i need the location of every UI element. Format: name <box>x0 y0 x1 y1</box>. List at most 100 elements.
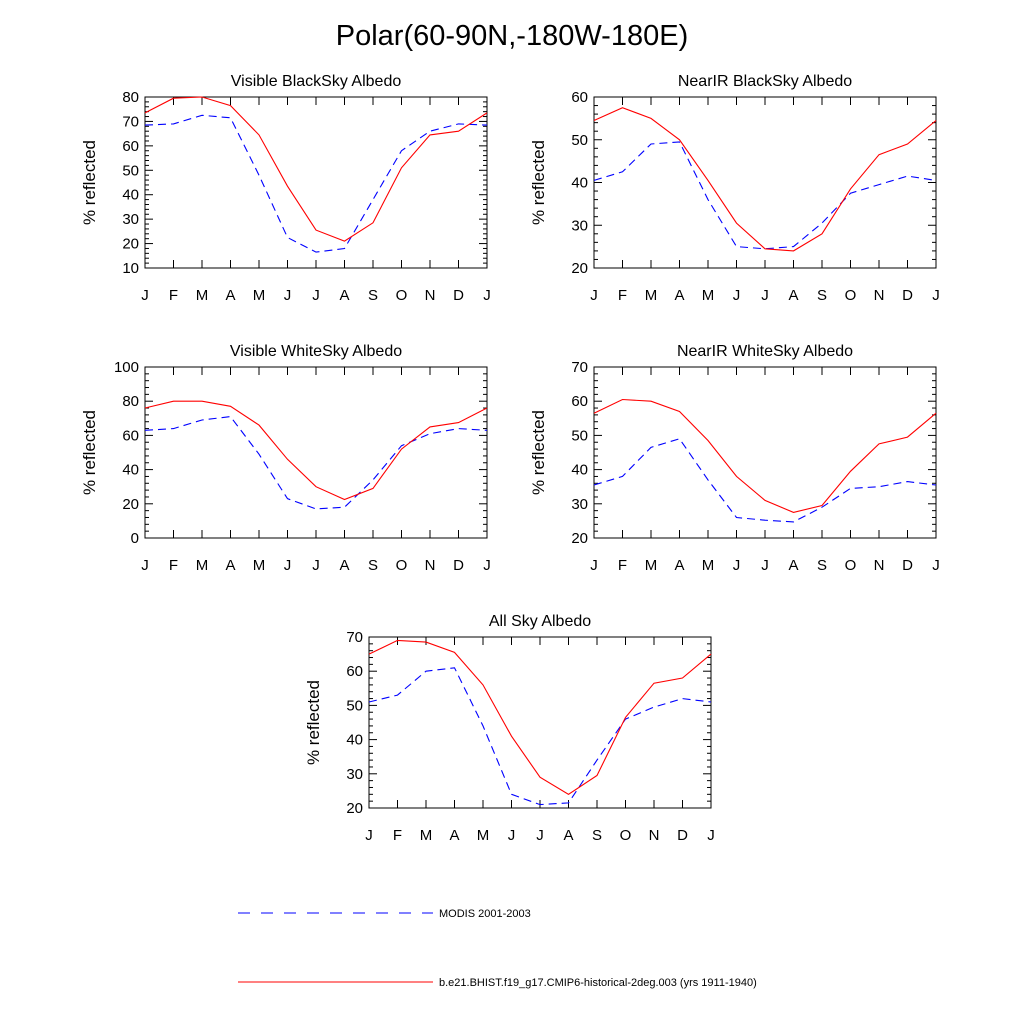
y-tick-label: 60 <box>571 89 588 106</box>
figure-title: Polar(60-90N,-180W-180E) <box>335 20 689 52</box>
x-tick-label: S <box>592 827 602 844</box>
x-tick-label: M <box>702 287 715 304</box>
x-tick-label: A <box>339 287 349 304</box>
legend-label-model: b.e21.BHIST.f19_g17.CMIP6-historical-2de… <box>439 977 757 989</box>
x-tick-label: J <box>761 557 769 574</box>
x-tick-label: J <box>312 557 320 574</box>
y-tick-label: 0 <box>131 530 139 547</box>
series-line-modis <box>593 438 937 523</box>
y-tick-label: 70 <box>346 629 363 646</box>
x-tick-label: J <box>141 557 149 574</box>
x-tick-label: O <box>396 287 408 304</box>
y-axis-label: % reflected <box>80 410 99 495</box>
x-tick-label: F <box>393 827 402 844</box>
x-tick-label: J <box>365 827 373 844</box>
panel-title: NearIR WhiteSky Albedo <box>677 343 853 360</box>
x-tick-label: M <box>645 557 658 574</box>
x-tick-label: J <box>483 557 491 574</box>
y-axis-label: % reflected <box>304 680 323 765</box>
series-line-model <box>144 400 488 501</box>
x-tick-label: J <box>141 287 149 304</box>
series-line-modis <box>368 667 712 806</box>
y-tick-label: 50 <box>571 427 588 444</box>
legend: MODIS 2001-2003 b.e21.BHIST.f19_g17.CMIP… <box>238 908 757 989</box>
series-line-model <box>368 639 712 795</box>
x-tick-label: J <box>284 287 292 304</box>
x-tick-label: N <box>649 827 660 844</box>
x-tick-label: M <box>253 287 266 304</box>
x-tick-label: M <box>196 557 209 574</box>
x-tick-label: O <box>845 287 857 304</box>
plot-frame <box>144 366 488 539</box>
series-line-model <box>593 398 937 513</box>
x-tick-label: F <box>618 557 627 574</box>
legend-label-modis: MODIS 2001-2003 <box>439 908 531 920</box>
x-tick-label: A <box>674 287 684 304</box>
y-tick-label: 20 <box>122 496 139 513</box>
plot-frame <box>368 636 712 809</box>
x-tick-label: D <box>902 287 913 304</box>
x-tick-label: D <box>453 287 464 304</box>
x-tick-label: S <box>368 287 378 304</box>
y-tick-label: 60 <box>122 427 139 444</box>
y-axis-label: % reflected <box>529 410 548 495</box>
y-axis-label: % reflected <box>529 140 548 225</box>
x-tick-label: D <box>677 827 688 844</box>
panel-title: All Sky Albedo <box>489 613 591 630</box>
x-tick-label: A <box>339 557 349 574</box>
x-tick-label: F <box>618 287 627 304</box>
x-tick-label: J <box>284 557 292 574</box>
x-tick-label: S <box>368 557 378 574</box>
y-tick-label: 30 <box>571 217 588 234</box>
x-tick-label: O <box>620 827 632 844</box>
series-line-model <box>144 96 488 242</box>
y-tick-label: 20 <box>122 236 139 253</box>
y-tick-label: 50 <box>346 697 363 714</box>
y-tick-label: 50 <box>122 162 139 179</box>
y-tick-label: 70 <box>571 359 588 376</box>
y-tick-label: 30 <box>346 766 363 783</box>
y-tick-label: 40 <box>571 175 588 192</box>
y-axis-label: % reflected <box>80 140 99 225</box>
x-tick-label: A <box>225 287 235 304</box>
y-tick-label: 10 <box>122 260 139 277</box>
series-line-modis <box>144 416 488 510</box>
x-tick-label: J <box>733 287 741 304</box>
y-tick-label: 30 <box>122 211 139 228</box>
x-tick-label: J <box>932 557 940 574</box>
plot-frame <box>593 366 937 539</box>
x-tick-label: O <box>845 557 857 574</box>
y-tick-label: 100 <box>114 359 139 376</box>
x-tick-label: S <box>817 287 827 304</box>
y-tick-label: 50 <box>571 132 588 149</box>
y-tick-label: 40 <box>571 462 588 479</box>
x-tick-label: M <box>645 287 658 304</box>
panel-title: NearIR BlackSky Albedo <box>678 73 852 90</box>
x-tick-label: D <box>902 557 913 574</box>
y-tick-label: 20 <box>571 260 588 277</box>
y-tick-label: 80 <box>122 393 139 410</box>
x-tick-label: S <box>817 557 827 574</box>
plot-frame <box>593 96 937 269</box>
y-tick-label: 70 <box>122 113 139 130</box>
y-tick-label: 40 <box>122 462 139 479</box>
y-tick-label: 20 <box>571 530 588 547</box>
x-tick-label: A <box>788 557 798 574</box>
x-tick-label: M <box>702 557 715 574</box>
x-tick-label: F <box>169 287 178 304</box>
y-tick-label: 80 <box>122 89 139 106</box>
plot-frame <box>144 96 488 269</box>
y-tick-label: 20 <box>346 800 363 817</box>
x-tick-label: J <box>707 827 715 844</box>
x-tick-label: J <box>932 287 940 304</box>
panel-title: Visible WhiteSky Albedo <box>230 343 402 360</box>
x-tick-label: D <box>453 557 464 574</box>
y-tick-label: 30 <box>571 496 588 513</box>
